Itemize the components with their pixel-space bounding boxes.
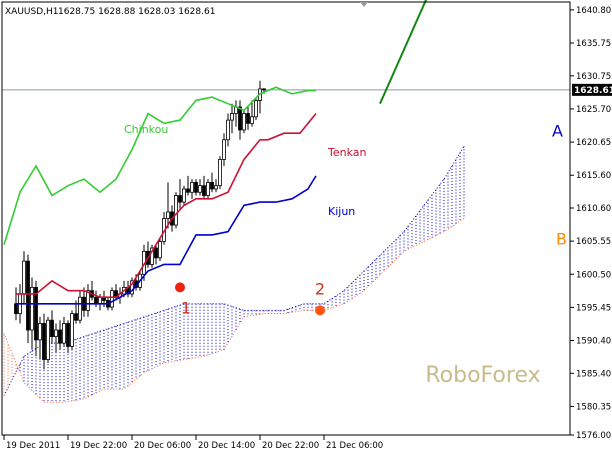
candle-body: [218, 159, 222, 187]
y-tick-label: 1595.45: [576, 303, 611, 313]
series-chinkou-line: [3, 86, 316, 245]
label-tenkan: Tenkan: [327, 146, 367, 159]
y-tick-label: 1640.80: [576, 6, 611, 16]
candle-body: [62, 323, 66, 344]
y-tick-label: 1576.00: [576, 431, 611, 441]
candle-body: [86, 290, 90, 311]
signal-label-1: 1: [181, 298, 191, 317]
candle-body: [74, 313, 78, 321]
watermark: RoboForex: [425, 363, 540, 388]
candle-body: [78, 296, 82, 321]
candle-body: [250, 116, 254, 124]
x-tick-label: 20 Dec 06:00: [134, 441, 191, 451]
x-tick-label: 21 Dec 06:00: [326, 441, 383, 451]
candle-body: [246, 113, 250, 124]
candle-body: [34, 286, 38, 341]
candle-body: [98, 296, 102, 305]
candle-body: [202, 185, 206, 196]
x-tick-label: 19 Dec 2011: [6, 441, 60, 451]
series-kijun-line: [16, 175, 317, 305]
candle-body: [14, 303, 18, 315]
senkou-span-a-line: [3, 146, 465, 396]
signal-marker-2: [315, 305, 325, 316]
candle-body: [46, 319, 50, 360]
candle-body: [66, 323, 70, 347]
candle-body: [50, 319, 54, 337]
candle-body: [130, 280, 134, 295]
candle-body: [186, 188, 190, 193]
candle-body: [166, 211, 170, 219]
candle-body: [182, 188, 186, 203]
y-tick-label: 1635.75: [576, 39, 611, 49]
series-tenkan-line: [16, 113, 317, 299]
y-tick-label: 1620.65: [576, 138, 611, 148]
candle-body: [150, 247, 154, 265]
y-tick-label: 1630.75: [576, 72, 611, 82]
candle-body: [194, 182, 198, 193]
candle-body: [178, 195, 182, 203]
candle-body: [158, 241, 162, 259]
candle-body: [110, 290, 114, 308]
x-tick-label: 20 Dec 14:00: [198, 441, 255, 451]
y-tick-label: 1585.40: [576, 369, 611, 379]
last-price-label: 1628.61: [574, 86, 612, 96]
label-chinkou: Chinkou: [124, 123, 168, 136]
plot-frame: [1, 1, 571, 436]
y-tick-label: 1605.55: [576, 237, 611, 247]
candle-body: [154, 247, 158, 259]
candle-body: [22, 260, 26, 295]
last-price-tag: [572, 83, 612, 96]
chart-ohlc: 1628.75 1628.88 1628.03 1628.61: [58, 7, 215, 17]
y-tick-label: 1615.60: [576, 171, 611, 181]
candle-body: [58, 329, 62, 344]
candle-body: [70, 313, 74, 347]
candle-body: [222, 139, 226, 160]
label-a: A: [552, 121, 563, 140]
scroll-marker-icon[interactable]: [360, 2, 368, 7]
y-tick-label: 1625.70: [576, 105, 611, 115]
signal-label-2: 2: [315, 279, 325, 298]
candle-body: [94, 296, 98, 305]
candle-body: [210, 182, 214, 190]
candle-body: [26, 260, 30, 331]
y-tick-label: 1610.60: [576, 204, 611, 214]
candle-body: [174, 195, 178, 226]
y-tick-label: 1600.50: [576, 270, 611, 280]
candle-body: [190, 182, 194, 193]
signal-marker-1: [175, 282, 185, 293]
candle-body: [214, 185, 218, 190]
x-tick-label: 20 Dec 22:00: [262, 441, 319, 451]
candle-body: [42, 323, 46, 360]
candle-body: [254, 100, 258, 118]
candle-body: [242, 113, 246, 131]
candle-body: [262, 88, 266, 91]
candle-body: [238, 106, 242, 131]
candle-body: [54, 329, 58, 337]
candle-body: [230, 113, 234, 121]
label-kijun: Kijun: [328, 205, 355, 218]
candle-body: [38, 323, 42, 341]
forecast-arrow-line: [379, 0, 428, 105]
candle-body: [30, 286, 34, 331]
y-tick-label: 1580.35: [576, 402, 611, 412]
y-tick-label: 1590.40: [576, 337, 611, 347]
x-tick-label: 19 Dec 22:00: [70, 441, 127, 451]
candle-body: [226, 119, 230, 141]
label-b: B: [556, 230, 567, 249]
candle-body: [206, 182, 210, 196]
chart-symbol: XAUUSD,H1: [5, 7, 59, 17]
candle-body: [198, 185, 202, 193]
